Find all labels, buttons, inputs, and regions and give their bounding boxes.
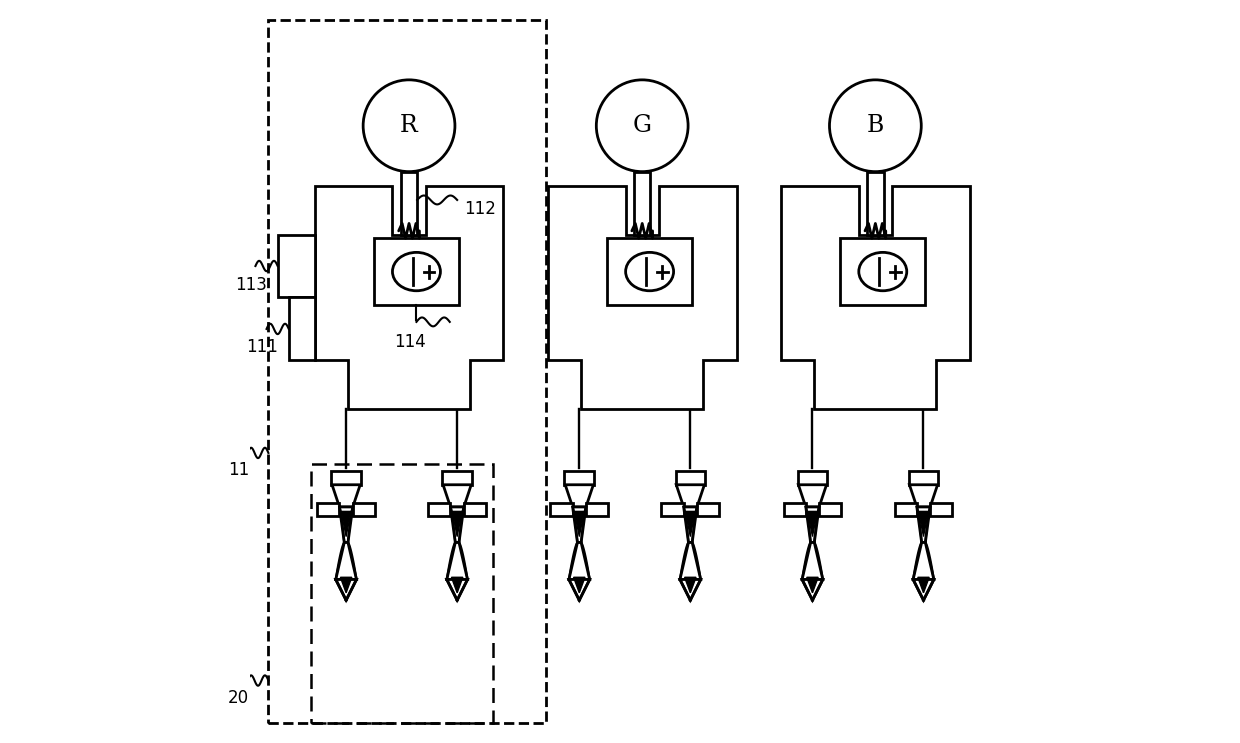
Polygon shape	[799, 484, 827, 507]
Polygon shape	[807, 511, 817, 536]
Text: 114: 114	[394, 333, 427, 351]
Bar	[909, 471, 939, 484]
Bar	[310, 464, 492, 723]
Text: 20: 20	[228, 689, 249, 707]
Bar	[374, 239, 459, 305]
Bar	[464, 503, 486, 516]
Polygon shape	[680, 580, 701, 600]
Polygon shape	[569, 580, 590, 600]
Polygon shape	[802, 580, 823, 600]
Circle shape	[830, 80, 921, 172]
Polygon shape	[676, 484, 704, 507]
Polygon shape	[451, 577, 463, 593]
Text: G: G	[632, 114, 652, 137]
Polygon shape	[573, 507, 587, 542]
Text: 112: 112	[465, 200, 496, 218]
Ellipse shape	[626, 253, 673, 291]
Bar	[587, 503, 608, 516]
Polygon shape	[919, 511, 929, 536]
Polygon shape	[569, 542, 590, 580]
Bar	[661, 503, 683, 516]
Polygon shape	[336, 542, 356, 580]
Polygon shape	[806, 507, 820, 542]
Polygon shape	[450, 507, 464, 542]
Polygon shape	[332, 484, 360, 507]
Bar	[401, 172, 417, 235]
Text: 11: 11	[228, 461, 249, 479]
Polygon shape	[916, 507, 930, 542]
Polygon shape	[446, 542, 467, 580]
Bar	[841, 239, 925, 305]
Polygon shape	[913, 542, 934, 580]
Polygon shape	[807, 577, 818, 593]
Bar	[676, 471, 706, 484]
Polygon shape	[446, 580, 467, 600]
Polygon shape	[443, 484, 471, 507]
Polygon shape	[684, 577, 696, 593]
Polygon shape	[336, 580, 356, 600]
Bar	[797, 471, 827, 484]
Polygon shape	[548, 186, 737, 409]
Polygon shape	[683, 507, 697, 542]
Polygon shape	[574, 577, 585, 593]
Polygon shape	[453, 511, 463, 536]
Polygon shape	[909, 484, 937, 507]
Polygon shape	[341, 577, 352, 593]
Polygon shape	[913, 580, 934, 600]
Bar	[268, 20, 546, 723]
Polygon shape	[574, 511, 584, 536]
Ellipse shape	[859, 253, 906, 291]
Bar	[867, 172, 884, 235]
Polygon shape	[315, 186, 503, 409]
Circle shape	[363, 80, 455, 172]
Bar	[443, 471, 472, 484]
Text: R: R	[401, 114, 418, 137]
Ellipse shape	[392, 253, 440, 291]
Polygon shape	[340, 507, 352, 542]
Polygon shape	[565, 484, 594, 507]
Text: 113: 113	[234, 276, 267, 293]
Bar	[894, 503, 916, 516]
Bar	[317, 503, 340, 516]
Bar	[930, 503, 952, 516]
Bar	[784, 503, 806, 516]
Bar	[564, 471, 594, 484]
Polygon shape	[686, 511, 696, 536]
Polygon shape	[341, 511, 351, 536]
Bar	[697, 503, 719, 516]
Polygon shape	[680, 542, 701, 580]
Bar	[551, 503, 573, 516]
Bar	[634, 172, 650, 235]
Polygon shape	[802, 542, 823, 580]
Bar	[608, 239, 692, 305]
Bar	[820, 503, 841, 516]
Circle shape	[596, 80, 688, 172]
Bar	[428, 503, 450, 516]
Bar	[352, 503, 374, 516]
Bar	[278, 235, 315, 297]
Bar	[331, 471, 361, 484]
Bar	[289, 297, 315, 360]
Text: B: B	[867, 114, 884, 137]
Polygon shape	[781, 186, 970, 409]
Text: 111: 111	[246, 339, 278, 357]
Polygon shape	[918, 577, 929, 593]
